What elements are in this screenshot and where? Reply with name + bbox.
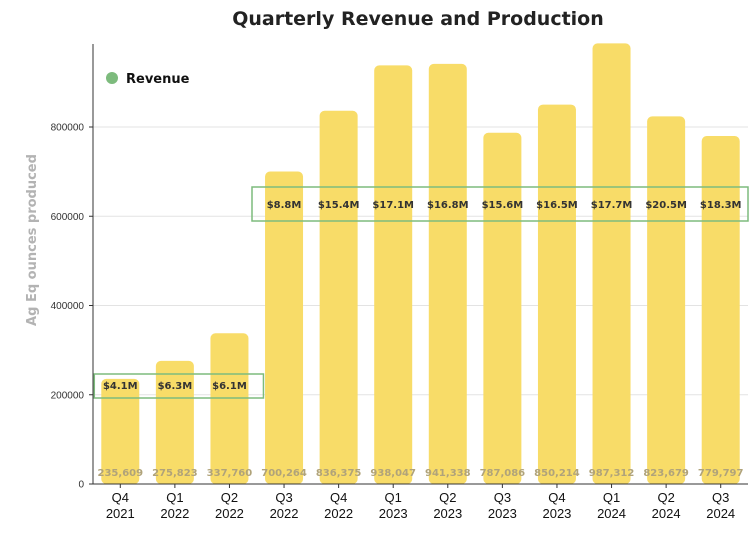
bar [592, 43, 631, 485]
revenue-label: $6.3M [158, 381, 193, 392]
x-tick-label-line: Q1 [166, 490, 183, 505]
bars [101, 43, 740, 485]
x-tick-label: Q3 2024 [706, 490, 735, 521]
bar [319, 110, 358, 485]
x-tick-label-line: Q1 [385, 490, 402, 505]
x-tick-label-line: 2022 [160, 506, 189, 521]
bar-value-label: 850,214 [534, 468, 580, 479]
revenue-label: $15.4M [318, 200, 360, 211]
revenue-label: $18.3M [700, 200, 742, 211]
x-tick-label-line: 2024 [706, 506, 735, 521]
bar-value-label: 337,760 [207, 468, 253, 479]
bar-value-label: 275,823 [152, 468, 198, 479]
revenue-label: $8.8M [267, 200, 302, 211]
bar [428, 63, 467, 484]
bar-value-label: 235,609 [98, 468, 144, 479]
bar-value-label: 941,338 [425, 468, 471, 479]
y-tick-label: 400000 [51, 301, 85, 312]
x-tick-label-line: 2023 [379, 506, 408, 521]
bar [101, 378, 140, 484]
x-tick-label: Q4 2021 [106, 490, 135, 521]
x-tick-label-line: Q2 [439, 490, 456, 505]
y-axis-label: Ag Eq ounces produced [25, 154, 40, 326]
revenue-label: $17.7M [591, 200, 633, 211]
x-tick-label-line: Q3 [712, 490, 729, 505]
revenue-highlight-boxes [93, 186, 749, 399]
x-tick-label-line: Q2 [657, 490, 674, 505]
bar [155, 360, 194, 484]
x-tick-label-line: 2022 [270, 506, 299, 521]
y-tick-label: 600000 [51, 212, 85, 223]
bar-value-label: 836,375 [316, 468, 362, 479]
x-tick-label-line: Q4 [548, 490, 565, 505]
x-tick-label: Q3 2023 [488, 490, 517, 521]
x-tick-label-line: 2023 [542, 506, 571, 521]
x-tick-label: Q1 2022 [160, 490, 189, 521]
x-tick-label: Q2 2022 [215, 490, 244, 521]
x-tick-label-line: 2024 [597, 506, 626, 521]
revenue-box-early [93, 373, 265, 399]
x-tick-label: Q1 2023 [379, 490, 408, 521]
x-tick-label: Q2 2023 [433, 490, 462, 521]
bar-value-label: 779,797 [698, 468, 744, 479]
x-tick-label: Q4 2022 [324, 490, 353, 521]
bar-value-label: 823,679 [643, 468, 689, 479]
bar [265, 171, 304, 484]
chart-title: Quarterly Revenue and Production [232, 8, 604, 30]
legend: Revenue [106, 72, 190, 87]
x-tick-label-line: 2024 [652, 506, 681, 521]
revenue-label: $20.5M [645, 200, 687, 211]
x-tick-label-line: Q4 [330, 490, 347, 505]
legend-label-revenue: Revenue [126, 72, 190, 87]
x-tick-label: Q2 2024 [652, 490, 681, 521]
bar-value-label: 700,264 [261, 468, 307, 479]
revenue-label: $6.1M [212, 381, 247, 392]
y-tick-label: 800000 [51, 123, 85, 134]
x-tick-label-line: Q3 [275, 490, 292, 505]
bar [647, 116, 686, 485]
x-tick-label-line: Q4 [112, 490, 129, 505]
x-tick-label-line: 2022 [215, 506, 244, 521]
x-tick-label: Q4 2023 [542, 490, 571, 521]
x-tick-label-line: 2023 [488, 506, 517, 521]
bar-value-label: 938,047 [370, 468, 416, 479]
x-tick-label-line: 2023 [433, 506, 462, 521]
bar-value-label: 787,086 [480, 468, 526, 479]
gridlines: 0 200000 400000 600000 800000 [51, 123, 748, 491]
revenue-label: $16.5M [536, 200, 578, 211]
legend-marker-revenue [106, 72, 118, 84]
bar [374, 65, 413, 485]
bar [210, 333, 249, 484]
bar [701, 136, 740, 484]
revenue-label: $4.1M [103, 381, 138, 392]
y-tick-label: 0 [78, 480, 84, 491]
revenue-box-late [251, 186, 749, 222]
x-tick-label-line: 2022 [324, 506, 353, 521]
bar-value-label: 987,312 [589, 468, 635, 479]
revenue-label: $15.6M [482, 200, 524, 211]
y-tick-label: 200000 [51, 390, 85, 401]
x-tick-label: Q1 2024 [597, 490, 626, 521]
x-tick-label-line: Q2 [221, 490, 238, 505]
bar [483, 132, 522, 484]
revenue-label: $17.1M [372, 200, 414, 211]
bar [537, 104, 576, 484]
x-tick-label-line: 2021 [106, 506, 135, 521]
x-tick-label-line: Q3 [494, 490, 511, 505]
x-tick-label: Q3 2022 [270, 490, 299, 521]
x-tick-label-line: Q1 [603, 490, 620, 505]
revenue-label: $16.8M [427, 200, 469, 211]
